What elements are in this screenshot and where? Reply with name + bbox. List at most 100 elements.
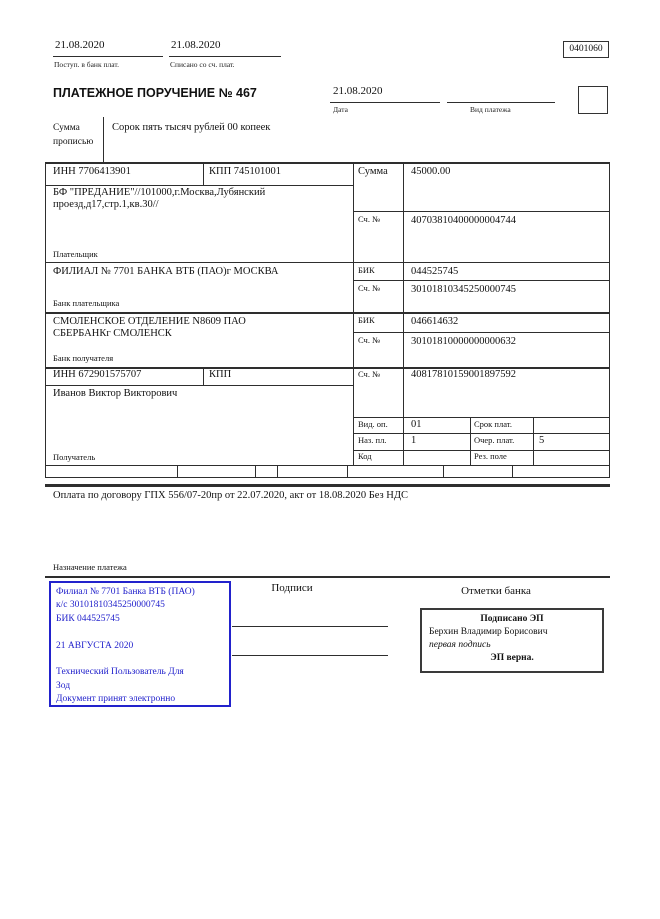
esign-stamp: Подписано ЭП Берхин Владимир Борисович п… (420, 608, 604, 673)
payer-inn: ИНН 7706413901 (53, 166, 131, 177)
payment-type-underline (447, 102, 555, 103)
debited-date-label: Списано со сч. плат. (170, 60, 235, 69)
naz-pl-label: Наз. пл. (358, 435, 387, 445)
payer-bank-label: Банк плательщика (53, 298, 120, 308)
grid-line (353, 332, 610, 333)
kod-label: Код (358, 451, 372, 461)
payee-bank-label: Банк получателя (53, 353, 114, 363)
grid-line (45, 367, 610, 369)
bank-stamp-line (56, 626, 224, 639)
payment-type-label: Вид платежа (470, 105, 511, 114)
grid-line (353, 211, 610, 212)
grid-line (45, 262, 610, 263)
grid-line (45, 312, 610, 314)
payee-label: Получатель (53, 452, 96, 462)
payee-bank-bik-label: БИК (358, 315, 375, 325)
payee-bank-name: СМОЛЕНСКОЕ ОТДЕЛЕНИЕ N8609 ПАО СБЕРБАНКг… (53, 316, 246, 340)
grid-line (353, 280, 610, 281)
grid-line (353, 417, 610, 418)
payer-bank-bik-label: БИК (358, 265, 375, 275)
grid-line (533, 417, 534, 465)
grid-line (45, 185, 353, 186)
payee-bank-account-label: Сч. № (358, 335, 381, 345)
payer-account: 40703810400000004744 (411, 215, 516, 226)
rez-pole-label: Рез. поле (474, 451, 507, 461)
purpose-text: Оплата по договору ГПХ 556/07-20пр от 22… (53, 490, 409, 501)
grid-line (203, 367, 204, 385)
date-underline (330, 102, 440, 103)
vid-op-value: 01 (411, 419, 422, 430)
grid-line (277, 465, 278, 477)
amount-words-value: Сорок пять тысяч рублей 00 копеек (112, 122, 271, 133)
grid-line (403, 162, 404, 465)
purpose-label: Назначение платежа (53, 562, 127, 572)
form-code-box: 0401060 (563, 41, 609, 58)
received-date-underline (53, 56, 163, 57)
grid-line (45, 385, 353, 386)
bank-stamp-line: Технический Пользователь Для (56, 667, 184, 678)
amount-words-label: Сумма прописью (53, 123, 94, 147)
payer-bank-account-label: Сч. № (358, 283, 381, 293)
vid-op-label: Вид. оп. (358, 419, 388, 429)
esign-name: Берхин Владимир Борисович (429, 627, 548, 637)
date-label: Дата (333, 105, 348, 114)
payee-name: Иванов Виктор Викторович (53, 388, 178, 399)
status-checkbox (578, 86, 608, 114)
signatures-label: Подписи (271, 582, 313, 594)
signature-line-1 (232, 626, 388, 627)
srok-plat-label: Срок плат. (474, 419, 512, 429)
sum-value: 45000.00 (411, 166, 451, 177)
grid-line (512, 465, 513, 477)
document-date: 21.08.2020 (333, 85, 383, 97)
payee-bank-account: 30101810000000000632 (411, 336, 516, 347)
payer-name-address: БФ "ПРЕДАНИЕ"//101000,г.Москва,Лубянский… (53, 187, 266, 211)
esign-title: Подписано ЭП (480, 614, 544, 624)
grid-line (470, 417, 471, 465)
debited-date-underline (169, 56, 281, 57)
payee-account: 40817810159001897592 (411, 369, 516, 380)
table-top-border (45, 162, 610, 164)
bank-stamp-line: Зод (56, 680, 71, 691)
payee-kpp: КПП (209, 369, 232, 380)
grid-line (45, 465, 610, 466)
bank-stamp-line: Филиал № 7701 Банка ВТБ (ПАО) (56, 587, 195, 597)
received-date-label: Поступ. в банк плат. (54, 60, 119, 69)
payer-bank-account: 30101810345250000745 (411, 284, 516, 295)
naz-pl-value: 1 (411, 435, 417, 446)
debited-date: 21.08.2020 (171, 39, 221, 51)
grid-line (45, 477, 610, 478)
document-title: ПЛАТЕЖНОЕ ПОРУЧЕНИЕ № 467 (53, 86, 257, 100)
bank-stamp-line: БИК 044525745 (56, 613, 120, 624)
grid-line (255, 465, 256, 477)
table-bottom-border (45, 484, 610, 487)
payer-account-label: Сч. № (358, 214, 381, 224)
grid-line (353, 433, 610, 434)
purpose-underline (45, 576, 610, 578)
grid-line (203, 162, 204, 185)
bank-stamp-line: Документ принят электронно (56, 694, 176, 705)
payee-account-label: Сч. № (358, 369, 381, 379)
payee-inn: ИНН 672901575707 (53, 369, 142, 380)
table-right-border (609, 162, 610, 477)
esign-note: первая подпись (429, 640, 491, 650)
payee-bank-bik: 046614632 (411, 316, 459, 327)
grid-line (177, 465, 178, 477)
grid-line (353, 162, 354, 465)
grid-line (443, 465, 444, 477)
payer-label: Плательщик (53, 249, 98, 259)
bank-stamp-line (56, 653, 224, 666)
amount-words-divider (103, 117, 104, 162)
ocher-plat-value: 5 (539, 435, 545, 446)
payer-kpp: КПП 745101001 (209, 166, 282, 177)
received-date: 21.08.2020 (55, 39, 105, 51)
table-left-border (45, 162, 46, 477)
bank-stamp-line: 21 АВГУСТА 2020 (56, 640, 134, 651)
grid-line (347, 465, 348, 477)
sum-label: Сумма (358, 166, 388, 177)
payer-bank-bik: 044525745 (411, 266, 459, 277)
grid-line (353, 450, 610, 451)
bank-stamp-line: к/с 30101810345250000745 (56, 600, 165, 611)
bank-marks-label: Отметки банка (461, 585, 531, 597)
payer-bank-name: ФИЛИАЛ № 7701 БАНКА ВТБ (ПАО)г МОСКВА (53, 266, 279, 277)
